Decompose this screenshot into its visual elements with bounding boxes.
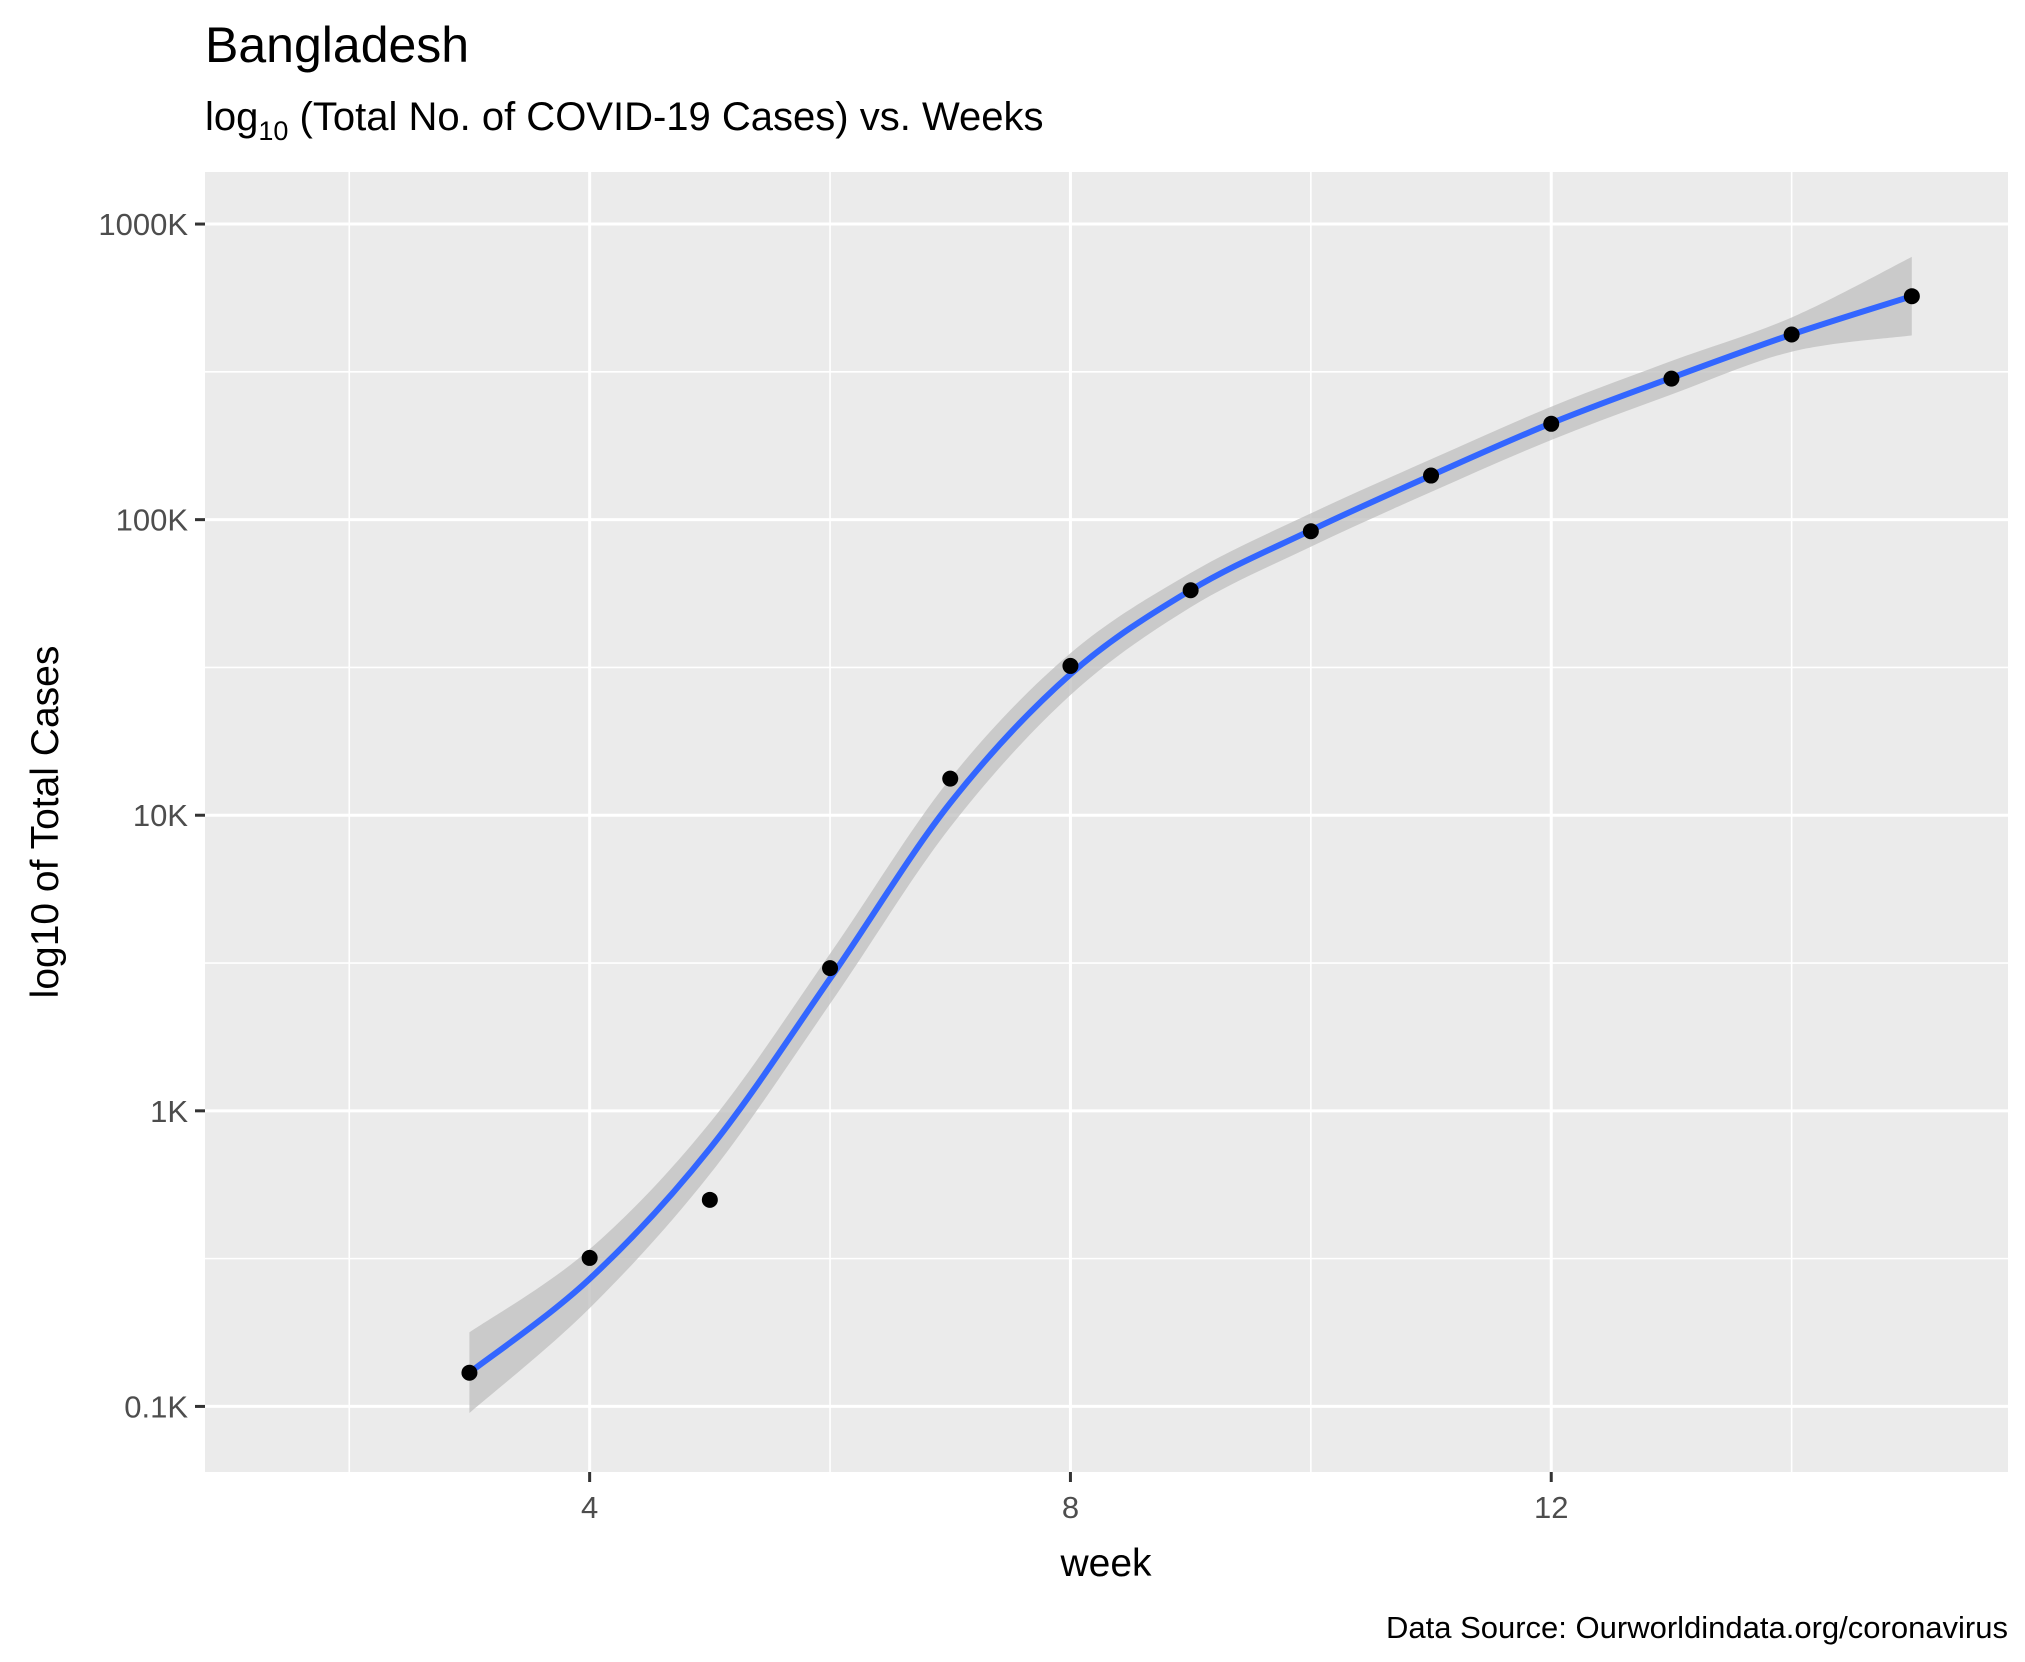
x-axis-title: week [1059,1542,1152,1585]
y-axis-title: log10 of Total Cases [24,646,67,999]
data-point-week-6 [822,960,839,977]
data-point-week-8 [1062,657,1079,674]
chart-subtitle: log10 (Total No. of COVID-19 Cases) vs. … [205,95,1043,146]
grid-major [205,172,2008,1472]
chart-title: Bangladesh [205,17,469,73]
data-point-week-10 [1302,523,1319,540]
x-axis: 4 8 12 [581,1472,1568,1525]
data-point-week-11 [1423,467,1440,484]
data-point-week-5 [701,1191,718,1208]
y-tick-label-10K: 10K [133,798,188,833]
subtitle-rest: (Total No. of COVID-19 Cases) vs. Weeks [288,95,1043,139]
points [461,288,1920,1381]
x-tick-label-8: 8 [1062,1490,1079,1525]
x-tick-label-12: 12 [1534,1490,1568,1525]
data-point-week-13 [1663,370,1680,387]
data-point-week-7 [942,770,959,787]
subtitle-subscript: 10 [258,116,288,146]
data-point-week-3 [461,1364,478,1381]
grid-minor [205,172,2008,1472]
y-tick-label-1000K: 1000K [98,207,188,242]
data-point-week-12 [1543,415,1560,432]
data-point-week-9 [1182,582,1199,599]
caption: Data Source: Ourworldindata.org/coronavi… [1386,1610,2008,1645]
subtitle-log: log [205,95,258,139]
y-tick-label-100K: 100K [116,503,189,538]
plot-panel [205,172,2008,1472]
x-tick-label-4: 4 [581,1490,598,1525]
data-point-week-14 [1783,326,1800,343]
smooth-line [466,293,1915,1376]
data-point-week-15 [1903,288,1920,305]
y-axis: 0.1K 1K 10K 100K 1000K [98,207,205,1424]
data-point-week-4 [581,1249,598,1266]
y-tick-label-0.1K: 0.1K [124,1389,188,1424]
y-tick-label-1K: 1K [150,1094,188,1129]
